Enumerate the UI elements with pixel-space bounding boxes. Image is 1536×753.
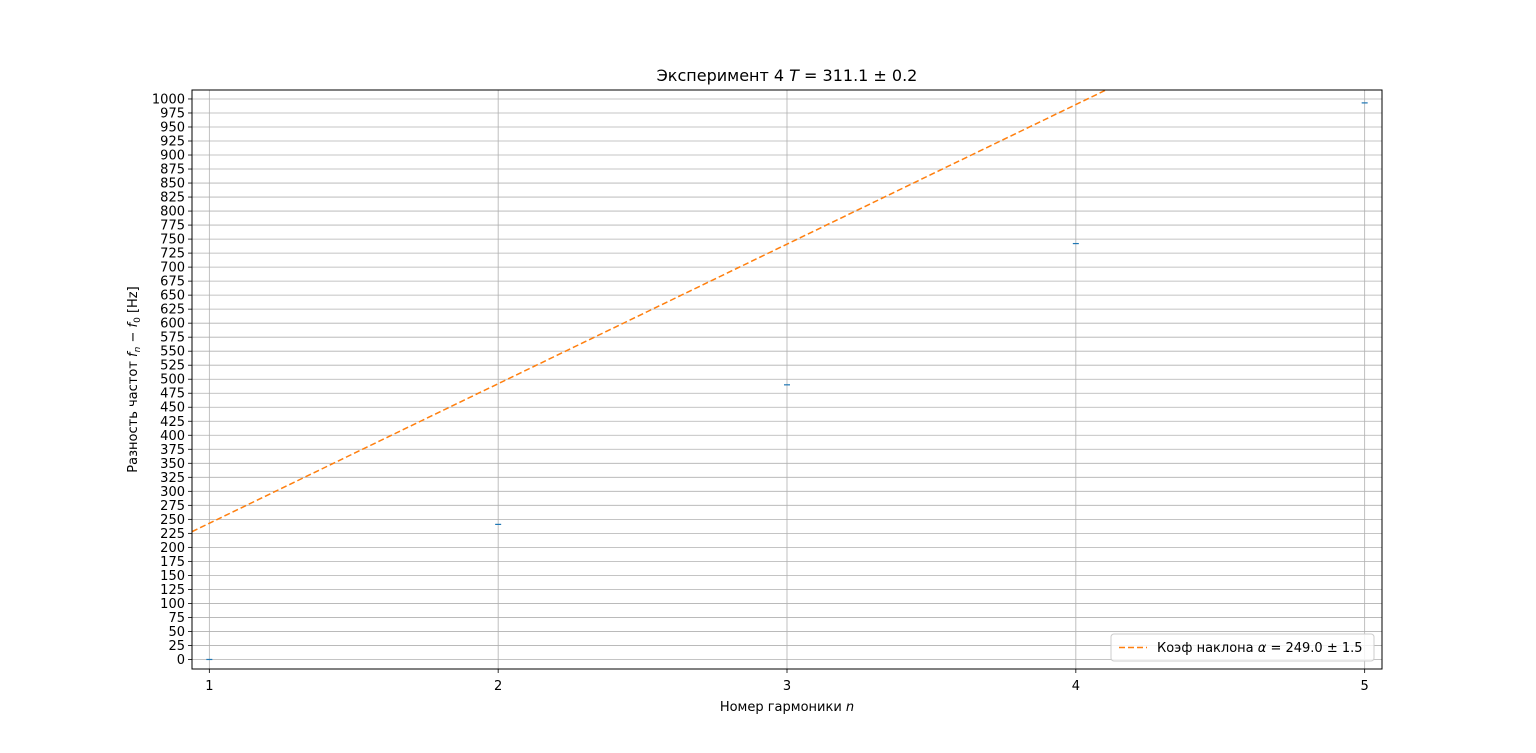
y-tick-label: 400 [160,429,185,444]
y-tick-label: 375 [160,443,185,458]
y-tick-label: 475 [160,387,185,402]
y-tick-label: 725 [160,247,185,262]
y-axis-label: Разность частот fn − f0 [Hz] [126,286,143,472]
x-tick-label: 2 [494,679,502,694]
x-axis-label: Номер гармоники n [720,700,854,715]
y-tick-label: 775 [160,219,185,234]
y-tick-label: 175 [160,555,185,570]
y-tick-label: 325 [160,471,185,486]
y-tick-label: 900 [160,149,185,164]
y-tick-label: 100 [160,597,185,612]
x-tick-label: 5 [1361,679,1369,694]
legend: Коэф наклона α = 249.0 ± 1.5 [1110,633,1375,662]
y-tick-label: 650 [160,289,185,304]
y-tick-label: 975 [160,106,185,121]
y-tick-label: 600 [160,317,185,332]
y-tick-label: 875 [160,163,185,178]
y-tick-label: 250 [160,513,185,528]
x-tick-label: 1 [205,679,213,694]
legend-entry-fit-line: Коэф наклона α = 249.0 ± 1.5 [1157,641,1363,656]
y-tick-label: 75 [168,611,185,626]
y-tick-label: 550 [160,345,185,360]
y-tick-label: 25 [168,639,185,654]
y-tick-label: 275 [160,499,185,514]
y-tick-label: 350 [160,457,185,472]
fit-line [192,90,1108,533]
y-tick-label: 225 [160,527,185,542]
legend-box [1110,633,1375,662]
y-tick-label: 750 [160,233,185,248]
y-tick-label: 700 [160,261,185,276]
y-tick-label: 950 [160,120,185,135]
y-tick-label: 825 [160,191,185,206]
y-tick-label: 675 [160,275,185,290]
y-tick-label: 575 [160,331,185,346]
y-tick-label: 525 [160,359,185,374]
y-tick-label: 425 [160,415,185,430]
grid [192,90,1382,669]
plot-data [192,90,1368,661]
y-tick-label: 200 [160,541,185,556]
y-tick-label: 50 [168,625,185,640]
x-tick-label: 4 [1072,679,1080,694]
y-tick-label: 450 [160,401,185,416]
axis-ticks: 0255075100125150175200225250275300325350… [152,92,1369,694]
y-tick-label: 150 [160,569,185,584]
y-tick-label: 800 [160,205,185,220]
x-tick-label: 3 [783,679,791,694]
y-tick-label: 1000 [152,92,185,107]
y-tick-label: 625 [160,303,185,318]
y-tick-label: 500 [160,373,185,388]
y-tick-label: 0 [177,653,185,668]
y-tick-label: 850 [160,177,185,192]
y-tick-label: 300 [160,485,185,500]
chart-title: Эксперимент 4 T = 311.1 ± 0.2 [657,66,918,85]
y-tick-label: 925 [160,135,185,150]
y-tick-label: 125 [160,583,185,598]
